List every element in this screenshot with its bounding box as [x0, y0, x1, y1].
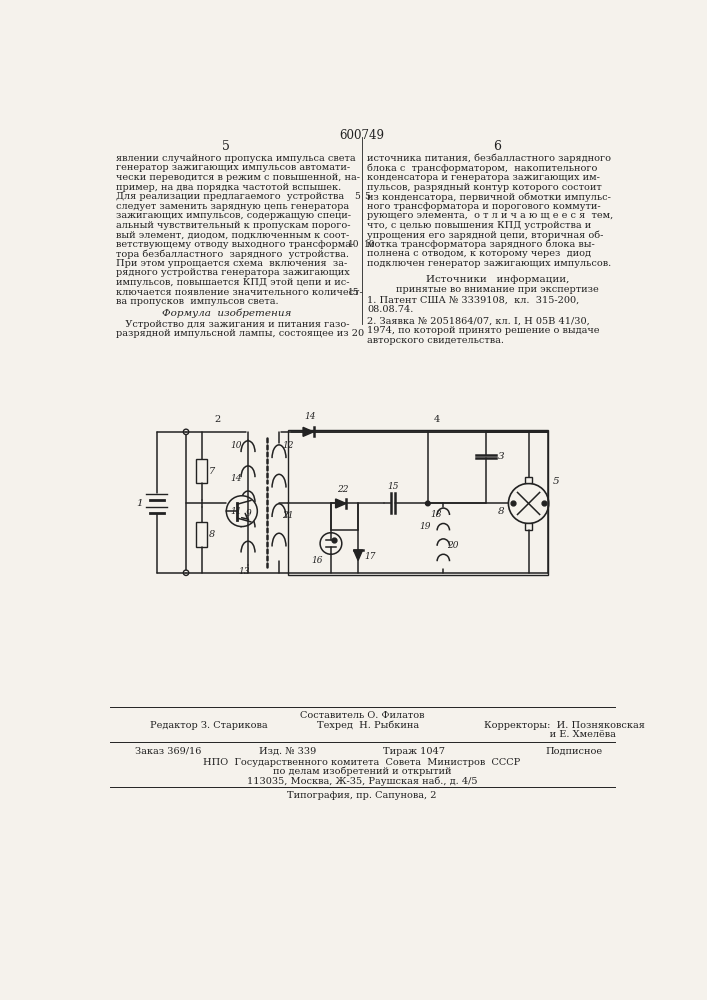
Text: Редактор З. Старикова: Редактор З. Старикова: [151, 721, 268, 730]
Circle shape: [226, 496, 257, 527]
Text: 2. Заявка № 2051864/07, кл. I, Н 05В 41/30,: 2. Заявка № 2051864/07, кл. I, Н 05В 41/…: [368, 317, 590, 326]
Polygon shape: [336, 499, 346, 508]
Text: конденсатора и генератора зажигающих им-: конденсатора и генератора зажигающих им-: [368, 173, 600, 182]
Text: 14: 14: [230, 474, 241, 483]
Text: 19: 19: [419, 522, 431, 531]
Text: 10: 10: [348, 240, 360, 249]
Text: генератор зажигающих импульсов автомати-: генератор зажигающих импульсов автомати-: [115, 163, 350, 172]
Text: ветствующему отводу выходного трансформа-: ветствующему отводу выходного трансформа…: [115, 240, 354, 249]
Text: упрощения его зарядной цепи, вторичная об-: упрощения его зарядной цепи, вторичная о…: [368, 230, 604, 240]
Bar: [525, 523, 532, 530]
Text: 600749: 600749: [339, 129, 385, 142]
Text: Составитель О. Филатов: Составитель О. Филатов: [300, 711, 424, 720]
Bar: [288, 430, 548, 575]
Text: Изд. № 339: Изд. № 339: [259, 747, 316, 756]
Text: вый элемент, диодом, подключенным к соот-: вый элемент, диодом, подключенным к соот…: [115, 230, 349, 239]
Text: по делам изобретений и открытий: по делам изобретений и открытий: [273, 767, 451, 776]
Text: Для реализации предлагаемого  устройства: Для реализации предлагаемого устройства: [115, 192, 344, 201]
Bar: [525, 477, 532, 483]
Text: Устройство для зажигания и питания газо-: Устройство для зажигания и питания газо-: [115, 320, 349, 329]
Text: что, с целью повышения КПД устройства и: что, с целью повышения КПД устройства и: [368, 221, 592, 230]
Text: Подписное: Подписное: [546, 747, 603, 756]
Circle shape: [183, 429, 189, 435]
Text: блока с  трансформатором,  накопительного: блока с трансформатором, накопительного: [368, 163, 597, 173]
Text: 16: 16: [311, 556, 323, 565]
Text: 5: 5: [364, 192, 370, 201]
Text: рующего элемента,  о т л и ч а ю щ е е с я  тем,: рующего элемента, о т л и ч а ю щ е е с …: [368, 211, 614, 220]
Text: из конденсатора, первичной обмотки импульс-: из конденсатора, первичной обмотки импул…: [368, 192, 612, 202]
Text: 1: 1: [136, 499, 143, 508]
Text: 4: 4: [433, 415, 440, 424]
Text: полнена с отводом, к которому через  диод: полнена с отводом, к которому через диод: [368, 249, 591, 258]
Text: 10: 10: [364, 240, 376, 249]
Text: 6: 6: [493, 140, 501, 153]
Text: пульсов, разрядный контур которого состоит: пульсов, разрядный контур которого состо…: [368, 183, 602, 192]
Text: 5: 5: [223, 140, 230, 153]
Text: 9: 9: [246, 509, 252, 518]
Text: 3: 3: [498, 452, 505, 461]
Text: альный чувствительный к пропускам порого-: альный чувствительный к пропускам порого…: [115, 221, 350, 230]
Text: 1. Патент США № 3339108,  кл.  315-200,: 1. Патент США № 3339108, кл. 315-200,: [368, 295, 580, 304]
Text: источника питания, безбалластного зарядного: источника питания, безбалластного зарядн…: [368, 154, 612, 163]
Text: 8: 8: [209, 530, 216, 539]
Text: разрядной импульсной лампы, состоящее из 20: разрядной импульсной лампы, состоящее из…: [115, 329, 363, 338]
Text: 10: 10: [230, 441, 241, 450]
Text: 14: 14: [304, 412, 316, 421]
Text: Формула  изобретения: Формула изобретения: [162, 309, 291, 318]
Text: 15: 15: [387, 482, 399, 491]
Text: 08.08.74.: 08.08.74.: [368, 305, 414, 314]
Text: авторского свидетельства.: авторского свидетельства.: [368, 336, 504, 345]
Text: 17: 17: [364, 552, 376, 561]
Text: 13: 13: [238, 567, 250, 576]
Text: импульсов, повышается КПД этой цепи и ис-: импульсов, повышается КПД этой цепи и ис…: [115, 278, 349, 287]
Text: мотка трансформатора зарядного блока вы-: мотка трансформатора зарядного блока вы-: [368, 240, 595, 249]
Text: Тираж 1047: Тираж 1047: [383, 747, 445, 756]
Circle shape: [426, 501, 430, 506]
Circle shape: [320, 533, 341, 554]
Text: чески переводится в режим с повышенной, на-: чески переводится в режим с повышенной, …: [115, 173, 359, 182]
Text: тора безбалластного  зарядного  устройства.: тора безбалластного зарядного устройства…: [115, 249, 349, 259]
Text: 5: 5: [553, 477, 559, 486]
Text: При этом упрощается схема  включения  за-: При этом упрощается схема включения за-: [115, 259, 346, 268]
Text: 7: 7: [209, 467, 216, 476]
Text: и Е. Хмелёва: и Е. Хмелёва: [484, 730, 616, 739]
Text: Типография, пр. Сапунова, 2: Типография, пр. Сапунова, 2: [287, 791, 437, 800]
Text: Корректоры:  И. Позняковская: Корректоры: И. Позняковская: [484, 721, 645, 730]
Circle shape: [508, 483, 549, 523]
Text: 12: 12: [282, 441, 293, 450]
Text: пример, на два порядка частотой вспышек.: пример, на два порядка частотой вспышек.: [115, 183, 341, 192]
Text: подключен генератор зажигающих импульсов.: подключен генератор зажигающих импульсов…: [368, 259, 612, 268]
Circle shape: [183, 570, 189, 575]
Text: принятые во внимание при экспертизе: принятые во внимание при экспертизе: [396, 285, 599, 294]
Text: ключается появление значительного количест-: ключается появление значительного количе…: [115, 288, 362, 297]
Text: 8: 8: [498, 507, 505, 516]
Bar: [196, 522, 207, 547]
Text: явлении случайного пропуска импульса света: явлении случайного пропуска импульса све…: [115, 154, 355, 163]
Text: НПО  Государственного комитета  Совета  Министров  СССР: НПО Государственного комитета Совета Мин…: [204, 758, 520, 767]
Text: 113035, Москва, Ж-35, Раушская наб., д. 4/5: 113035, Москва, Ж-35, Раушская наб., д. …: [247, 776, 477, 786]
Text: 11: 11: [230, 507, 241, 516]
Text: следует заменить зарядную цепь генератора: следует заменить зарядную цепь генератор…: [115, 202, 349, 211]
Text: 1974, по которой принято решение о выдаче: 1974, по которой принято решение о выдач…: [368, 326, 600, 335]
Text: рядного устройства генератора зажигающих: рядного устройства генератора зажигающих: [115, 268, 349, 277]
Text: 21: 21: [282, 511, 293, 520]
Text: ва пропусков  импульсов света.: ва пропусков импульсов света.: [115, 297, 278, 306]
Polygon shape: [354, 550, 363, 560]
Text: 5: 5: [354, 192, 360, 201]
Text: 22: 22: [337, 485, 349, 494]
Polygon shape: [303, 427, 313, 436]
Text: 18: 18: [430, 510, 442, 519]
Text: ного трансформатора и порогового коммути-: ного трансформатора и порогового коммути…: [368, 202, 601, 211]
Text: Источники   информации,: Источники информации,: [426, 275, 569, 284]
Text: 2: 2: [214, 415, 220, 424]
Text: зажигающих импульсов, содержащую специ-: зажигающих импульсов, содержащую специ-: [115, 211, 351, 220]
Text: Заказ 369/16: Заказ 369/16: [135, 747, 201, 756]
Text: Техред  Н. Рыбкина: Техред Н. Рыбкина: [317, 721, 419, 730]
Bar: [196, 459, 207, 483]
Text: 15: 15: [348, 288, 360, 297]
Text: 20: 20: [448, 541, 459, 550]
